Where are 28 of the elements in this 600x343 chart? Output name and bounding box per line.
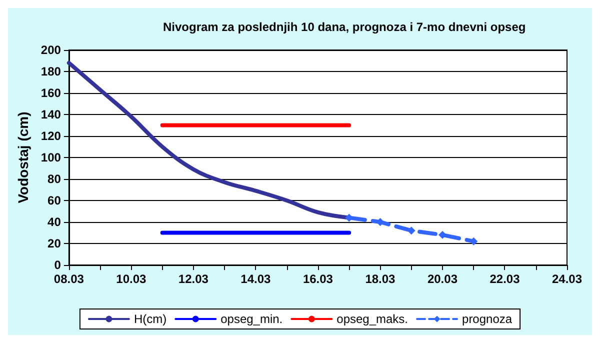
y-tick-label: 160 — [40, 86, 62, 100]
x-tick-label: 20.03 — [427, 272, 458, 286]
x-tick-label: 10.03 — [116, 272, 147, 286]
y-tick-label: 100 — [40, 150, 62, 164]
y-tick-label: 120 — [40, 129, 62, 143]
legend-label: H(cm) — [134, 312, 167, 326]
y-tick-label: 180 — [40, 64, 62, 78]
y-axis-title: Vodostaj (cm) — [15, 112, 31, 204]
x-tick-label: 08.03 — [54, 272, 84, 286]
y-tick-label: 0 — [54, 258, 62, 272]
y-tick-label: 20 — [48, 236, 62, 250]
point — [407, 226, 416, 235]
y-tick-label: 140 — [40, 108, 62, 122]
x-tick-label: 12.03 — [178, 272, 209, 286]
y-tick-label: 60 — [48, 194, 62, 208]
chart-title: Nivogram za poslednjih 10 dana, prognoza i 7-mo dnevni opseg — [163, 20, 526, 34]
x-tick-label: 24.03 — [552, 272, 582, 286]
y-tick-label: 40 — [48, 215, 62, 229]
x-tick-label: 14.03 — [240, 272, 272, 286]
y-tick-label: 200 — [40, 43, 62, 57]
x-tick-label: 16.03 — [302, 272, 334, 286]
y-tick-label: 80 — [48, 172, 62, 186]
legend-label: prognoza — [462, 312, 512, 326]
legend-label: opseg_min. — [220, 312, 283, 326]
point — [470, 237, 478, 246]
x-tick-label: 18.03 — [365, 272, 396, 286]
legend-label: opseg_maks. — [336, 312, 408, 326]
x-tick-label: 22.03 — [490, 272, 520, 286]
